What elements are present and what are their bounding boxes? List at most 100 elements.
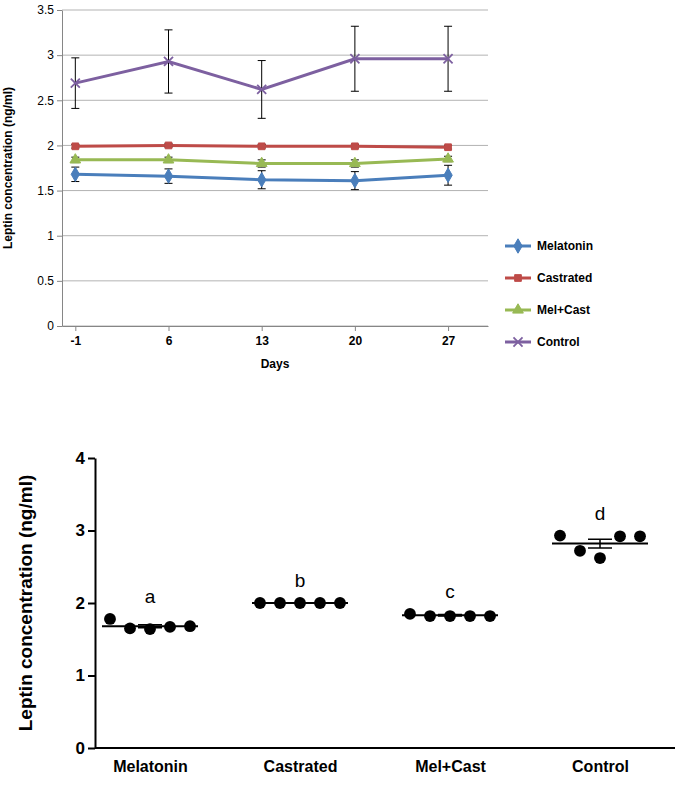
data-point — [614, 530, 626, 542]
grid-line — [62, 55, 488, 56]
x-tick-mark — [448, 326, 449, 331]
y-tick: 3 — [47, 48, 62, 62]
y-tick-mark — [88, 675, 95, 677]
point-marker — [165, 142, 172, 149]
y-tick-mark — [57, 326, 62, 327]
x-axis-line — [95, 747, 675, 749]
error-bar-path — [351, 172, 359, 190]
error-bar-path — [444, 26, 452, 91]
data-point — [594, 552, 606, 564]
data-point — [124, 622, 136, 634]
error-bar — [351, 26, 359, 91]
y-tick-label: 2 — [76, 594, 85, 613]
y-tick-mark — [57, 281, 62, 282]
legend-label: Melatonin — [537, 239, 593, 253]
y-tick: 2 — [76, 594, 95, 613]
y-tick: 3 — [76, 521, 95, 540]
y-axis: 00.511.522.533.5 — [37, 3, 62, 333]
error-bar-path — [444, 165, 452, 185]
point-marker — [445, 144, 452, 151]
error-bar — [71, 167, 79, 181]
y-tick-mark — [57, 145, 62, 146]
point-marker — [256, 157, 267, 166]
error-bar-path — [258, 61, 266, 119]
error-bar — [138, 625, 162, 628]
error-bar-path — [351, 26, 359, 91]
error-bar — [288, 602, 312, 604]
point-marker — [71, 167, 79, 181]
page-svg: 00.511.522.533.5-16132027DaysLeptin conc… — [0, 0, 685, 789]
grid — [62, 10, 488, 326]
legend-item: Control — [505, 335, 580, 349]
x-tick: Control — [572, 748, 629, 775]
data-point — [554, 530, 566, 542]
y-tick: 2.5 — [37, 94, 62, 108]
data-point — [574, 545, 586, 557]
plot-area — [102, 530, 648, 635]
legend-swatch-marker — [514, 239, 522, 253]
x-tick-label: Mel+Cast — [415, 758, 486, 775]
mean-line — [252, 602, 348, 604]
x-tick-mark — [355, 326, 356, 331]
y-axis-title: Leptin concentration (ng/ml) — [1, 87, 15, 249]
x-axis-title: Days — [261, 357, 290, 371]
y-tick-mark — [88, 458, 95, 460]
grid-line — [62, 326, 488, 327]
point-marker — [164, 169, 172, 183]
data-point — [104, 613, 116, 625]
point-marker — [258, 173, 266, 187]
y-tick-label: 3 — [47, 48, 54, 62]
y-tick-label: 0 — [47, 319, 54, 333]
point-marker — [352, 143, 359, 150]
point-marker — [350, 157, 361, 166]
y-tick-mark — [57, 100, 62, 101]
legend-item: Melatonin — [505, 239, 593, 253]
error-bar — [444, 165, 452, 185]
point-marker — [350, 54, 359, 63]
x-tick-label: -1 — [70, 334, 81, 348]
error-bar-path — [71, 167, 79, 181]
y-tick: 0 — [47, 319, 62, 333]
group-letter: c — [445, 581, 455, 602]
y-axis-line — [62, 11, 63, 327]
x-tick-label: Castrated — [264, 758, 338, 775]
point-marker — [71, 79, 80, 88]
y-tick-mark — [88, 530, 95, 532]
error-bar — [438, 615, 462, 616]
point-marker — [257, 85, 266, 94]
y-tick: 2 — [47, 139, 62, 153]
y-tick-label: 3.5 — [37, 3, 54, 17]
legend: MelatoninCastratedMel+CastControl — [505, 239, 593, 349]
y-tick: 0 — [76, 739, 95, 758]
point-marker — [351, 173, 359, 187]
y-tick: 0.5 — [37, 274, 62, 288]
error-bar — [258, 61, 266, 119]
error-bar-path — [165, 30, 173, 93]
y-tick-label: 3 — [76, 521, 85, 540]
x-axis-line — [63, 326, 489, 327]
x-tick-mark — [262, 326, 263, 331]
group-letter: b — [295, 570, 306, 591]
point-marker — [72, 143, 79, 150]
y-tick-mark — [88, 748, 95, 750]
group-letter: a — [145, 586, 156, 607]
x-tick: 13 — [256, 326, 270, 348]
y-tick-mark — [57, 191, 62, 192]
error-bar — [351, 172, 359, 190]
x-tick-mark — [169, 326, 170, 331]
x-tick-label: 20 — [349, 334, 363, 348]
x-axis: -1 6 13 20 27 — [63, 326, 489, 348]
y-tick-label: 1.5 — [37, 184, 54, 198]
group-letter: d — [595, 503, 606, 524]
y-tick-label: 0.5 — [37, 274, 54, 288]
legend-swatch-marker — [513, 304, 524, 313]
legend-item: Castrated — [505, 271, 592, 285]
x-tick-label: 27 — [442, 334, 456, 348]
y-axis: 01234 — [76, 449, 96, 758]
grid-line — [62, 10, 488, 11]
legend-label: Control — [537, 335, 580, 349]
x-tick: -1 — [70, 326, 81, 348]
error-bar — [165, 169, 173, 183]
x-tick: 27 — [442, 326, 456, 348]
x-tick-label: 6 — [166, 334, 173, 348]
